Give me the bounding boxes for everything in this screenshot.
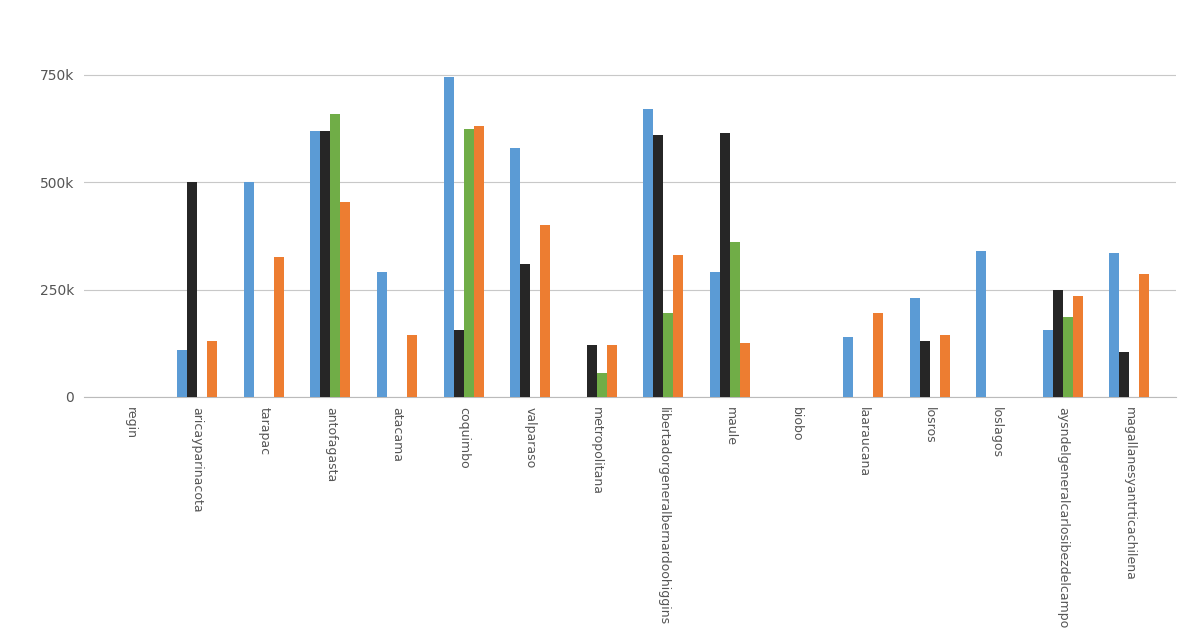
Bar: [940, 335, 949, 397]
Bar: [187, 182, 197, 397]
Bar: [643, 109, 653, 397]
Bar: [311, 131, 320, 397]
Bar: [730, 243, 740, 397]
Bar: [1110, 253, 1120, 397]
Bar: [664, 313, 673, 397]
Bar: [178, 349, 187, 397]
Bar: [320, 131, 330, 397]
Bar: [474, 127, 484, 397]
Bar: [540, 225, 550, 397]
Bar: [587, 346, 596, 397]
Bar: [844, 337, 853, 397]
Bar: [208, 341, 217, 397]
Bar: [463, 129, 474, 397]
Bar: [520, 264, 530, 397]
Bar: [1120, 352, 1129, 397]
Bar: [377, 273, 386, 397]
Bar: [874, 313, 883, 397]
Bar: [1052, 289, 1063, 397]
Bar: [407, 335, 416, 397]
Bar: [454, 330, 463, 397]
Bar: [673, 255, 683, 397]
Bar: [341, 202, 350, 397]
Bar: [919, 341, 930, 397]
Bar: [607, 346, 617, 397]
Bar: [1043, 330, 1052, 397]
Bar: [1139, 275, 1150, 397]
Bar: [710, 273, 720, 397]
Bar: [274, 257, 283, 397]
Bar: [444, 77, 454, 397]
Bar: [653, 135, 664, 397]
Bar: [510, 148, 520, 397]
Bar: [1063, 317, 1073, 397]
Bar: [910, 298, 919, 397]
Bar: [244, 182, 253, 397]
Bar: [740, 343, 750, 397]
Bar: [977, 251, 986, 397]
Bar: [596, 373, 607, 397]
Bar: [330, 113, 341, 397]
Bar: [720, 133, 730, 397]
Bar: [1073, 296, 1082, 397]
